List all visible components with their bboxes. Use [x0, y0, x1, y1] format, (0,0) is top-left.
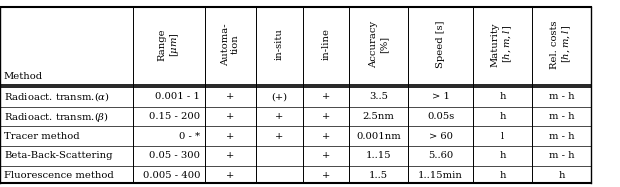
- Text: Accuracy
[%]: Accuracy [%]: [369, 21, 388, 68]
- Text: 0.001 - 1: 0.001 - 1: [156, 92, 200, 101]
- Text: 5..60: 5..60: [428, 151, 453, 160]
- Text: 0.05s: 0.05s: [427, 112, 454, 121]
- Text: 1..15: 1..15: [366, 151, 391, 160]
- Text: m - h: m - h: [549, 92, 574, 101]
- Text: > 60: > 60: [428, 132, 453, 141]
- Text: 0.005 - 400: 0.005 - 400: [143, 171, 200, 180]
- Text: 3..5: 3..5: [369, 92, 388, 101]
- Text: m - h: m - h: [549, 151, 574, 160]
- Text: Tracer method: Tracer method: [4, 132, 80, 141]
- Text: 1..5: 1..5: [369, 171, 388, 180]
- Text: 0 - *: 0 - *: [179, 132, 200, 141]
- Text: +: +: [322, 92, 330, 101]
- Text: +: +: [322, 171, 330, 180]
- Text: in-line: in-line: [321, 28, 330, 60]
- Text: m - h: m - h: [549, 112, 574, 121]
- Text: +: +: [275, 132, 283, 141]
- Text: +: +: [226, 151, 234, 160]
- Text: 2.5nm: 2.5nm: [363, 112, 394, 121]
- Text: Fluorescence method: Fluorescence method: [4, 171, 114, 180]
- Text: h: h: [499, 171, 506, 180]
- Text: +: +: [226, 132, 234, 141]
- Text: h: h: [558, 171, 565, 180]
- Text: > 1: > 1: [432, 92, 450, 101]
- Text: 1..15min: 1..15min: [418, 171, 463, 180]
- Text: h: h: [499, 151, 506, 160]
- Text: Radioact. transm.($\beta$): Radioact. transm.($\beta$): [4, 110, 109, 124]
- Text: l: l: [501, 132, 504, 141]
- Text: +: +: [322, 112, 330, 121]
- Text: Range
[$\mu m$]: Range [$\mu m$]: [157, 28, 181, 61]
- Text: h: h: [499, 92, 506, 101]
- Text: +: +: [226, 112, 234, 121]
- Text: Automa-
tion: Automa- tion: [221, 23, 240, 66]
- Text: Beta-Back-Scattering: Beta-Back-Scattering: [4, 151, 113, 160]
- Text: +: +: [226, 92, 234, 101]
- Text: Method: Method: [4, 72, 43, 82]
- Text: Radioact. transm.($\alpha$): Radioact. transm.($\alpha$): [4, 91, 110, 103]
- Text: (+): (+): [271, 92, 288, 101]
- Text: m - h: m - h: [549, 132, 574, 141]
- Text: 0.15 - 200: 0.15 - 200: [149, 112, 200, 121]
- Text: in-situ: in-situ: [275, 28, 284, 60]
- Text: +: +: [322, 151, 330, 160]
- Text: +: +: [322, 132, 330, 141]
- Text: 0.001nm: 0.001nm: [356, 132, 401, 141]
- Text: Speed [s]: Speed [s]: [436, 21, 445, 68]
- Text: Maturity
[$h, m, l$]: Maturity [$h, m, l$]: [491, 22, 514, 67]
- Text: +: +: [226, 171, 234, 180]
- Text: Rel. costs
[$h, m, l$]: Rel. costs [$h, m, l$]: [550, 20, 573, 68]
- Text: h: h: [499, 112, 506, 121]
- Text: 0.05 - 300: 0.05 - 300: [149, 151, 200, 160]
- Text: +: +: [275, 112, 283, 121]
